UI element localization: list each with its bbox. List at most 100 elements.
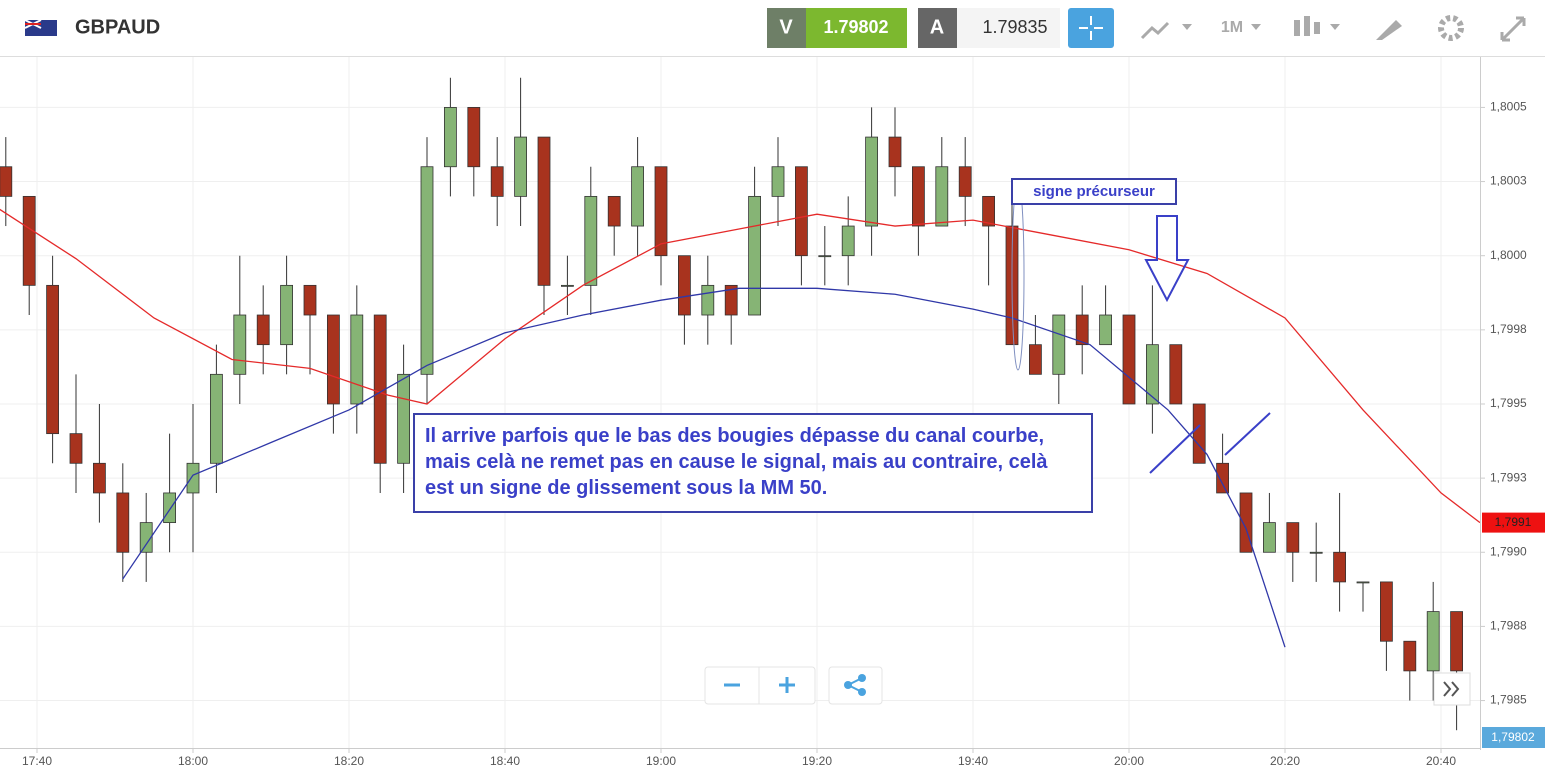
candle-body [1450, 611, 1463, 672]
zoom-in-button[interactable] [779, 677, 795, 693]
moving-average [122, 287, 1286, 648]
candle-body [1263, 522, 1276, 553]
candle-body [771, 166, 785, 197]
candle-body [256, 314, 270, 346]
candle-body [1099, 314, 1112, 346]
x-tick-label: 20:20 [1270, 754, 1300, 768]
candle-body [584, 195, 598, 286]
buy-price-box[interactable] [957, 8, 1060, 48]
buy-price: 1.79835 [982, 17, 1047, 37]
candles-button[interactable] [1294, 16, 1340, 36]
candle-body [748, 195, 761, 316]
candle-body [1333, 551, 1346, 583]
x-tick-label: 20:00 [1114, 754, 1144, 768]
candle-body [537, 136, 551, 286]
candle-body [935, 166, 949, 227]
candle-body [1216, 462, 1229, 494]
x-tick-label: 18:20 [334, 754, 364, 768]
candle-body [350, 314, 364, 405]
x-tick-label: 19:00 [646, 754, 676, 768]
x-tick-label: 17:40 [22, 754, 52, 768]
y-tick-label: 1,8003 [1490, 174, 1527, 188]
sell-button[interactable] [767, 8, 806, 48]
candle-body [724, 284, 738, 316]
plot-area: 1,8005 1,8003 1,8000 1,7998 1,7995 1,7993 1,79… [0, 57, 1527, 768]
candle-body [865, 136, 878, 227]
candle-body [303, 284, 317, 316]
x-tick-label: 20:40 [1426, 754, 1456, 768]
annotation-note: Il arrive parfois que le bas des bougies… [413, 413, 1093, 513]
last-price-tag [1482, 727, 1545, 748]
candle-body [678, 255, 691, 316]
candle-body [186, 462, 200, 494]
sell-price-box[interactable] [806, 8, 907, 48]
candle-body [701, 284, 715, 316]
candle-body [631, 166, 644, 227]
candle-body [490, 166, 504, 197]
x-tick-label: 19:40 [958, 754, 988, 768]
candle-body [1380, 581, 1393, 642]
candle-body [982, 195, 995, 227]
buy-label: A [930, 16, 944, 38]
last-price-label: 1,79802 [1491, 730, 1535, 744]
buy-button[interactable] [918, 8, 957, 48]
flag [24, 19, 57, 36]
candle-body [420, 166, 434, 375]
y-tick-label: 1,7998 [1490, 322, 1527, 336]
y-tick-label: 1,8005 [1490, 100, 1527, 114]
x-tick-label: 18:00 [178, 754, 208, 768]
price-tag-label: 1,7991 [1495, 515, 1532, 529]
annotation-label: signe précurseur [1033, 183, 1155, 200]
chart-type-button[interactable] [1140, 21, 1192, 40]
candle-body [163, 492, 177, 524]
candle-body [1029, 344, 1042, 375]
candle-body [1052, 314, 1066, 375]
y-tick-label: 1,7993 [1490, 470, 1527, 484]
scroll-button[interactable] [1433, 672, 1471, 706]
candle-body [561, 284, 574, 287]
y-tick-label: 1,7990 [1490, 544, 1527, 558]
timeframe-caret[interactable] [1251, 24, 1261, 30]
share-button[interactable] [828, 666, 883, 705]
candle-body [607, 195, 621, 227]
candle-body [1075, 314, 1089, 346]
crosshair-button[interactable] [1068, 8, 1114, 48]
candle-body [1309, 551, 1323, 554]
fullscreen-button[interactable] [1500, 16, 1526, 42]
y-tick-label: 1,7988 [1490, 619, 1527, 633]
candle-body [139, 522, 153, 553]
candle-body [397, 373, 411, 464]
candle-body [958, 166, 972, 197]
candle-body [818, 255, 832, 258]
candle-body [1122, 314, 1136, 405]
settings-button[interactable] [1438, 15, 1464, 41]
y-tick-label: 1,7985 [1490, 693, 1527, 707]
candle-body [1146, 344, 1159, 405]
candle-body [467, 107, 481, 168]
x-tick-label: 18:40 [490, 754, 520, 768]
candle-body [69, 433, 83, 464]
sell-price: 1.79802 [823, 17, 888, 37]
candle-body [46, 284, 59, 435]
arrow-down [1144, 215, 1190, 303]
candle-body [1192, 403, 1206, 464]
candle-body [1286, 522, 1300, 553]
candle-body [0, 166, 13, 197]
candle-body [116, 492, 130, 553]
moving-average [0, 208, 1481, 524]
sell-label: V [779, 16, 793, 38]
timeframe[interactable]: 1M [1221, 19, 1243, 36]
cross-line [1149, 424, 1201, 474]
candle-body [93, 462, 106, 494]
candle-body [1356, 581, 1370, 584]
zoom-out-button[interactable] [704, 666, 816, 705]
candle-body [1169, 344, 1183, 405]
draw-button[interactable] [1376, 20, 1402, 40]
y-tick-label: 1,8000 [1490, 248, 1527, 262]
candle-body [795, 166, 808, 257]
cross-line [1224, 412, 1271, 456]
candle-body [912, 166, 925, 227]
candle-body [841, 225, 855, 257]
candle-body [22, 195, 36, 286]
